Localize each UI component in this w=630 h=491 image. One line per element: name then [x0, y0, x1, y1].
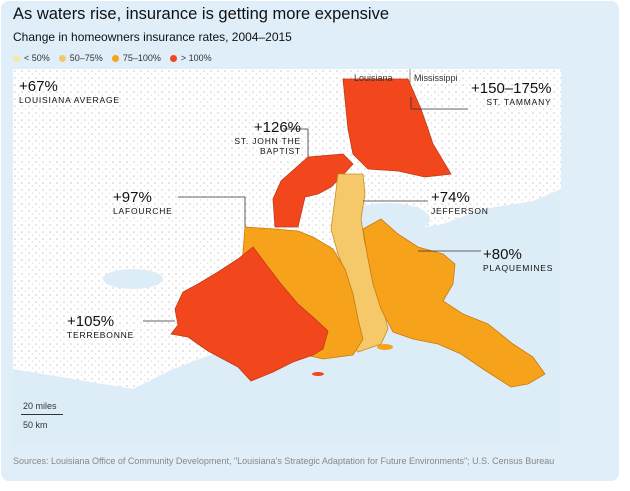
map-svg	[13, 69, 561, 445]
label-terrebonne: +105% TERREBONNE	[67, 313, 135, 341]
legend-swatch	[169, 54, 177, 62]
legend-label: < 50%	[24, 53, 50, 63]
label-plaquemines: +80% PLAQUEMINES	[483, 246, 554, 274]
legend-label: 75–100%	[122, 53, 161, 63]
label-percent: +80%	[483, 246, 522, 263]
label-name: ST. JOHN THE BAPTIST	[234, 136, 301, 156]
label-jefferson: +74% JEFFERSON	[431, 189, 489, 217]
legend-item-over-100: > 100%	[169, 53, 212, 63]
label-percent: +105%	[67, 313, 115, 330]
state-label-text: Mississippi	[414, 73, 458, 83]
legend-swatch	[58, 54, 66, 62]
legend-item-75-100: 75–100%	[111, 53, 161, 63]
island	[312, 372, 324, 376]
state-label-mississippi: Mississippi	[414, 68, 458, 86]
label-name: ST. TAMMANY	[486, 97, 552, 107]
chart-title: As waters rise, insurance is getting mor…	[13, 5, 390, 23]
label-louisiana-average: +67% LOUISIANA AVERAGE	[19, 78, 120, 106]
parish-st-john	[272, 153, 354, 228]
legend-item-50-75: 50–75%	[58, 53, 103, 63]
label-name: JEFFERSON	[431, 206, 489, 216]
label-percent: +74%	[431, 189, 470, 206]
legend-label: 50–75%	[69, 53, 103, 63]
label-percent: +126%	[253, 119, 301, 136]
parish-st-tammany	[342, 78, 452, 178]
state-label-louisiana: Louisiana	[354, 68, 393, 86]
scale-miles: 20 miles	[23, 401, 57, 411]
legend-swatch	[13, 54, 20, 62]
label-st-john: +126% ST. JOHN THE BAPTIST	[213, 119, 301, 157]
label-name: PLAQUEMINES	[483, 263, 554, 273]
legend-swatch	[111, 54, 119, 62]
parish-jefferson	[330, 173, 389, 353]
lake-west	[103, 269, 163, 289]
legend: < 50% 50–75% 75–100% > 100%	[13, 53, 221, 63]
legend-label: > 100%	[180, 53, 212, 63]
label-percent: +67%	[19, 78, 58, 95]
chart-card: As waters rise, insurance is getting mor…	[1, 1, 619, 481]
label-percent: +97%	[113, 189, 152, 206]
scale-bar	[21, 414, 63, 415]
label-lafourche: +97% LAFOURCHE	[113, 189, 173, 217]
label-name: TERREBONNE	[67, 330, 135, 340]
label-name: LOUISIANA AVERAGE	[19, 95, 120, 105]
parish-plaquemines	[362, 218, 546, 388]
label-st-tammany: +150–175% ST. TAMMANY	[471, 80, 552, 108]
legend-item-under-50: < 50%	[13, 53, 50, 63]
label-percent: +150–175%	[471, 80, 552, 97]
chart-subtitle: Change in homeowners insurance rates, 20…	[13, 30, 292, 44]
scale-km: 50 km	[23, 420, 48, 430]
label-name: LAFOURCHE	[113, 206, 173, 216]
island	[377, 344, 393, 350]
map-panel: Louisiana Mississippi +67% LOUISIANA AVE…	[13, 69, 561, 445]
state-label-text: Louisiana	[354, 73, 393, 83]
source-note: Sources: Louisiana Office of Community D…	[13, 456, 555, 466]
parish-terrebonne	[170, 246, 329, 382]
